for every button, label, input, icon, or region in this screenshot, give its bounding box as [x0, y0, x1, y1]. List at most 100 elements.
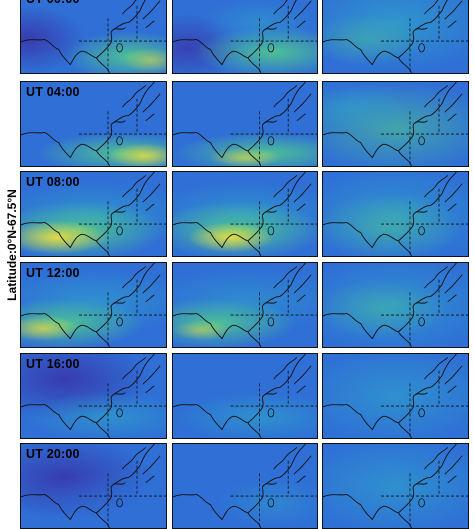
- coastline: [425, 447, 448, 469]
- time-label: UT 04:00: [26, 85, 80, 99]
- coastline: [114, 393, 126, 395]
- heatmap-blob: [323, 193, 461, 256]
- coastline: [173, 132, 261, 166]
- map-panel-r4c0: UT 16:00: [20, 353, 167, 439]
- map-panel-r3c2: [322, 262, 469, 348]
- coastline: [398, 0, 456, 58]
- island-outline: [117, 227, 123, 235]
- heatmap-field: [323, 172, 468, 256]
- time-label: UT 16:00: [26, 357, 80, 371]
- coastline: [123, 357, 146, 379]
- coastline: [265, 302, 277, 304]
- heatmap-field: [323, 263, 468, 347]
- heatmap-field: [173, 172, 317, 256]
- heatmap-field: [21, 82, 166, 166]
- heatmap-field: [323, 354, 468, 438]
- coastline: [114, 28, 126, 30]
- coastline: [146, 21, 155, 28]
- heatmap-blob: [323, 14, 425, 65]
- island-outline: [268, 409, 274, 417]
- coastline: [445, 456, 462, 474]
- coastline: [445, 275, 462, 293]
- coastline: [96, 0, 154, 58]
- heatmap-field: [173, 82, 317, 166]
- map-panel-r4c2: [322, 353, 469, 439]
- island-outline: [419, 137, 425, 145]
- heatmap-blob: [323, 354, 468, 438]
- heatmap-field: [323, 82, 468, 166]
- coastline: [173, 222, 261, 256]
- coastline: [274, 175, 297, 197]
- heatmap-blob: [173, 391, 317, 438]
- coastline: [416, 302, 428, 304]
- coastline: [123, 0, 146, 14]
- map-panel-r4c1: [172, 353, 318, 439]
- coastline: [143, 275, 160, 293]
- coastline: [248, 354, 306, 423]
- coastline: [425, 266, 448, 288]
- coastline: [294, 1, 311, 19]
- coastline: [323, 39, 411, 73]
- coastline: [398, 263, 456, 332]
- coastline: [448, 295, 457, 302]
- heatmap-blob: [21, 391, 166, 438]
- coastline: [323, 404, 411, 438]
- coastline: [265, 211, 277, 213]
- island-outline: [419, 409, 425, 417]
- coastline: [114, 302, 126, 304]
- coastline: [146, 204, 155, 211]
- coastline: [274, 447, 297, 469]
- island-outline: [268, 227, 274, 235]
- coastline: [294, 94, 311, 112]
- heatmap-field: [323, 0, 468, 73]
- heatmap-blob: [21, 220, 108, 255]
- map-panel-r5c0: UT 20:00: [20, 443, 167, 529]
- island-outline: [419, 318, 425, 326]
- heatmap-field: [21, 263, 166, 347]
- coastline: [294, 456, 311, 474]
- heatmap-field: [173, 354, 317, 438]
- heatmap-field: [173, 263, 317, 347]
- time-label: UT 20:00: [26, 447, 80, 461]
- coastline: [416, 121, 428, 123]
- coastline: [425, 0, 448, 14]
- coastline: [114, 121, 126, 123]
- island-outline: [117, 318, 123, 326]
- map-panel-r2c2: [322, 171, 469, 257]
- island-outline: [117, 137, 123, 145]
- coastline: [173, 39, 261, 73]
- coastline: [425, 85, 448, 107]
- coastline: [323, 132, 411, 166]
- coastline: [398, 82, 456, 151]
- coastline: [274, 0, 297, 14]
- coastline: [96, 82, 154, 151]
- heatmap-blob: [187, 222, 274, 253]
- map-panel-r3c0: UT 12:00: [20, 262, 167, 348]
- coastline: [445, 184, 462, 202]
- coastline: [323, 222, 411, 256]
- coastline: [21, 132, 109, 166]
- coastline: [448, 204, 457, 211]
- coastline: [146, 386, 155, 393]
- coastline: [96, 263, 154, 332]
- coastline: [297, 114, 306, 121]
- coastline: [297, 295, 306, 302]
- coastline: [274, 85, 297, 107]
- heatmap-field: [323, 444, 468, 528]
- y-axis-label: Latitude:0°N-67.5°N: [5, 189, 19, 301]
- map-panel-r2c0: UT 08:00: [20, 171, 167, 257]
- map-panel-r1c0: UT 04:00: [20, 81, 167, 167]
- coastline: [297, 204, 306, 211]
- island-outline: [419, 44, 425, 52]
- coastline: [416, 393, 428, 395]
- coastline: [173, 313, 261, 347]
- heatmap-blob: [173, 320, 231, 341]
- coastline: [297, 21, 306, 28]
- heatmap-field: [173, 444, 317, 528]
- coastline: [21, 404, 109, 438]
- coastline: [123, 85, 146, 107]
- heatmap-blob: [108, 143, 166, 166]
- coastline: [123, 175, 146, 197]
- map-panel-r3c1: [172, 262, 318, 348]
- coastline: [294, 275, 311, 293]
